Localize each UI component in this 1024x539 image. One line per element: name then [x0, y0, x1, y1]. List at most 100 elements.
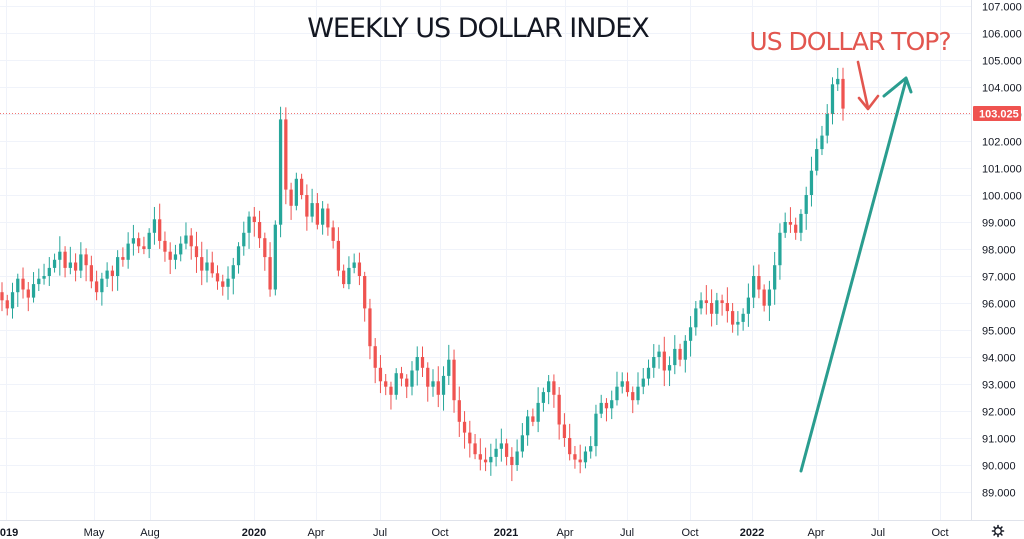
candle-body: [168, 251, 172, 260]
price-axis[interactable]: 89.000 90.000 91.000 92.000 93.000 94.000 95.0…: [982, 2, 1022, 500]
price-tick-label: 99.000: [982, 218, 1016, 230]
candle: [457, 386, 461, 437]
candle-body: [116, 257, 120, 276]
candle-body: [620, 381, 624, 387]
candle: [767, 280, 772, 321]
candle: [778, 223, 782, 280]
candle-body: [58, 251, 62, 260]
time-tick-label: 2021: [494, 527, 518, 539]
candle: [321, 201, 325, 235]
time-tick-label: Oct: [931, 527, 948, 539]
candle-body: [830, 84, 835, 114]
time-tick-label: 2019: [0, 527, 18, 539]
time-tick-label: May: [84, 527, 105, 539]
candle: [699, 292, 703, 315]
candle-body: [310, 203, 314, 217]
candle-body: [42, 276, 46, 279]
candle: [215, 265, 220, 290]
candle-body: [578, 459, 582, 463]
candle-body: [299, 178, 304, 195]
candle: [783, 212, 787, 238]
candle-body: [725, 303, 729, 312]
candle: [257, 210, 262, 248]
candle-body: [331, 227, 335, 241]
candle-body: [604, 402, 609, 409]
candle: [794, 217, 798, 240]
candle: [247, 211, 251, 249]
candle-body: [573, 454, 577, 460]
candle-body: [405, 378, 409, 387]
candle: [310, 188, 314, 223]
price-tick-label: 92.000: [982, 407, 1016, 419]
candle: [336, 227, 341, 277]
candle: [452, 349, 456, 413]
candle-body: [699, 300, 703, 309]
candle-body: [110, 270, 115, 276]
candle: [420, 346, 425, 377]
candle: [447, 344, 451, 386]
candle: [179, 236, 183, 262]
time-tick-label: Oct: [431, 527, 448, 539]
candle-body: [236, 246, 241, 266]
candle: [504, 438, 509, 466]
candle-body: [394, 373, 398, 395]
candle-body: [536, 402, 540, 422]
candle: [147, 228, 151, 259]
candle-body: [142, 246, 146, 249]
candle-body: [673, 348, 677, 366]
candle-body: [825, 114, 829, 136]
candle: [37, 268, 41, 292]
candle-body: [126, 243, 130, 260]
candle-body: [294, 178, 298, 206]
candle-body: [5, 300, 9, 309]
candle: [725, 287, 729, 323]
price-tick-label: 98.000: [982, 245, 1016, 257]
candle-body: [688, 327, 693, 341]
candle-body: [137, 238, 141, 247]
candle-body: [494, 448, 498, 457]
time-tick-label: 2020: [242, 527, 266, 539]
candle: [152, 206, 157, 245]
candle-body: [257, 222, 262, 239]
candle: [394, 368, 398, 400]
uptrend-arrow-icon: [799, 76, 913, 473]
candle: [116, 250, 120, 291]
candle: [226, 266, 230, 300]
candle: [384, 373, 388, 396]
time-axis[interactable]: 2019 May Aug 2020 Apr Jul Oct 2021 Apr Jul Oct 2022…: [0, 527, 949, 539]
candle: [715, 292, 719, 325]
candle: [399, 366, 404, 387]
candle-body: [357, 262, 362, 276]
candle: [499, 428, 503, 462]
candle: [79, 242, 83, 279]
candle: [68, 246, 72, 275]
candle-body: [179, 243, 183, 255]
candle: [278, 106, 283, 238]
candle: [415, 346, 419, 386]
candle-body: [741, 313, 745, 322]
candle-body: [589, 446, 593, 452]
candle-body: [636, 386, 640, 401]
candle: [373, 338, 377, 384]
candle: [547, 375, 551, 405]
candle-body: [657, 351, 661, 357]
candle-body: [378, 367, 383, 382]
candle: [236, 242, 241, 274]
candle: [468, 420, 472, 458]
candle: [289, 182, 293, 220]
candle-body: [321, 208, 325, 225]
candle: [189, 228, 193, 260]
candle-body: [63, 251, 67, 268]
candle: [26, 281, 30, 312]
candle: [788, 207, 793, 233]
settings-gear-icon[interactable]: [991, 524, 1005, 538]
candle-body: [68, 262, 72, 268]
candle: [478, 438, 482, 471]
candle: [131, 224, 136, 256]
candle-body: [457, 400, 461, 422]
candle: [252, 207, 256, 237]
candle: [58, 236, 62, 276]
candle-body: [483, 459, 488, 463]
time-tick-label: Jul: [871, 527, 885, 539]
candle: [368, 298, 372, 360]
